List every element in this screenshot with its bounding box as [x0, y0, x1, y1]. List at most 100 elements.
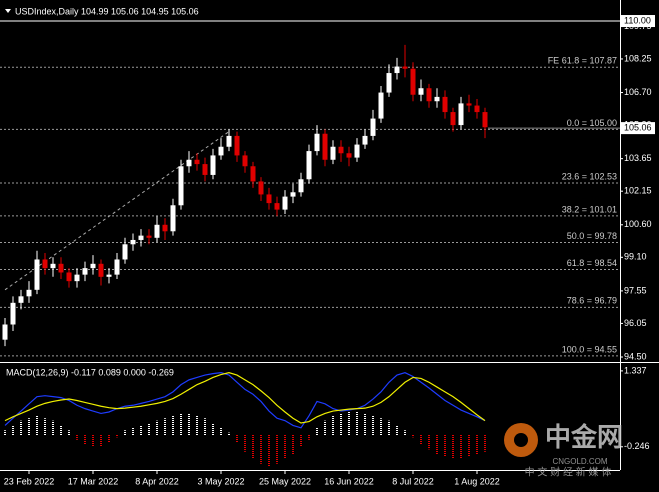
candle-body — [178, 166, 184, 206]
x-tick-label: 17 Mar 2022 — [68, 476, 119, 486]
logo-hole — [514, 433, 528, 447]
x-tick-label: 16 Jun 2022 — [324, 476, 374, 486]
candle-body — [410, 68, 416, 95]
level-label: 61.8 = 98.54 — [567, 258, 617, 268]
candle-body — [226, 135, 232, 147]
macd-main-line — [4, 372, 486, 429]
candle-body — [146, 235, 152, 238]
candle-body — [98, 263, 104, 277]
candle-body — [482, 112, 488, 128]
candle-body — [106, 274, 112, 277]
candle-body — [378, 92, 384, 119]
y-tick-label: 100.60 — [624, 219, 652, 229]
candle-body — [474, 105, 480, 113]
candle-body — [242, 155, 248, 167]
candle-body — [298, 179, 304, 193]
level-label: 50.0 = 99.78 — [567, 231, 617, 241]
candle-body — [42, 259, 48, 269]
hline-label: 110.00 — [624, 15, 651, 25]
y-tick-label: 108.25 — [624, 53, 652, 63]
y-tick-label: 96.05 — [624, 318, 647, 328]
x-tick-label: 23 Feb 2022 — [4, 476, 55, 486]
y-tick-label: 99.10 — [624, 252, 647, 262]
slogan-text: 中 文 财 经 新 媒 体 — [525, 466, 612, 479]
level-label: 0.0 = 105.00 — [567, 118, 617, 128]
level-label: 23.6 = 102.53 — [562, 171, 617, 181]
candle-body — [234, 135, 240, 156]
x-tick-label: 8 Jul 2022 — [392, 476, 434, 486]
candle-body — [418, 88, 424, 95]
level-label: FE 61.8 = 107.87 — [548, 56, 617, 66]
hline-box — [621, 15, 655, 28]
candle-body — [394, 66, 400, 74]
level-label: 38.2 = 101.01 — [562, 204, 617, 214]
candle-body — [50, 263, 56, 269]
x-tick-label: 25 May 2022 — [259, 476, 311, 486]
candle-body — [66, 272, 72, 282]
candle-body — [346, 153, 352, 158]
candle-body — [18, 296, 24, 303]
candle-body — [258, 181, 264, 195]
candle-body — [322, 133, 328, 160]
candle-body — [370, 118, 376, 136]
candle-body — [466, 103, 472, 106]
x-tick-label: 3 May 2022 — [197, 476, 244, 486]
candle-body — [426, 88, 432, 102]
candle-body — [202, 164, 208, 175]
candle-body — [386, 73, 392, 93]
candle-body — [74, 274, 80, 282]
candle-body — [170, 205, 176, 232]
candle-body — [194, 159, 200, 165]
candle-body — [10, 302, 16, 325]
candle-body — [458, 103, 464, 126]
macd-tick-label: 1.337 — [624, 365, 647, 375]
candle-body — [274, 203, 280, 210]
menu-arrow — [5, 9, 11, 13]
candle-body — [250, 166, 256, 182]
y-tick-label: 106.70 — [624, 87, 652, 97]
current-price-label: 105.06 — [624, 122, 652, 132]
candle-body — [26, 289, 32, 297]
level-label: 100.0 = 94.55 — [562, 344, 617, 354]
macd-title: MACD(12,26,9) -0.117 0.089 0.000 -0.269 — [6, 367, 174, 377]
candle-body — [290, 192, 296, 197]
candle-body — [314, 133, 320, 152]
current-price-box — [621, 122, 655, 135]
candle-body — [218, 146, 224, 156]
candle-body — [450, 112, 456, 126]
candle-body — [130, 239, 136, 245]
candle-body — [402, 66, 408, 69]
candle-body — [210, 155, 216, 175]
candle-body — [154, 224, 160, 238]
logo-text: 中金网 — [545, 422, 623, 452]
candle-body — [162, 224, 168, 232]
candle-body — [362, 135, 368, 145]
y-tick-label: 97.55 — [624, 285, 647, 295]
candle-body — [82, 268, 88, 275]
candle-body — [338, 146, 344, 154]
x-tick-label: 1 Aug 2022 — [454, 476, 500, 486]
x-tick-label: 8 Apr 2022 — [135, 476, 179, 486]
candle-body — [138, 235, 144, 240]
macd-signal-line — [4, 372, 486, 424]
candle-body — [282, 196, 288, 210]
candle-body — [122, 244, 128, 260]
chart-title: USDIndex,Daily 104.99 105.06 104.95 105.… — [15, 6, 199, 16]
macd-tick-label: -0.246 — [624, 441, 650, 451]
candle-body — [114, 259, 120, 275]
candle-body — [58, 263, 64, 273]
watermark: 中金网 CNGOLD.COM 中 文 财 经 新 媒 体 — [504, 422, 623, 479]
y-tick-label: 103.65 — [624, 153, 652, 163]
candle-body — [306, 151, 312, 180]
y-tick-label: 102.15 — [624, 186, 652, 196]
candle-body — [434, 96, 440, 102]
trendline — [4, 131, 230, 291]
candle-body — [266, 194, 272, 204]
level-label: 78.6 = 96.79 — [567, 296, 617, 306]
y-tick-label: 94.50 — [624, 351, 647, 361]
candle-body — [442, 96, 448, 113]
candle-body — [330, 146, 336, 160]
candle-body — [186, 159, 192, 167]
